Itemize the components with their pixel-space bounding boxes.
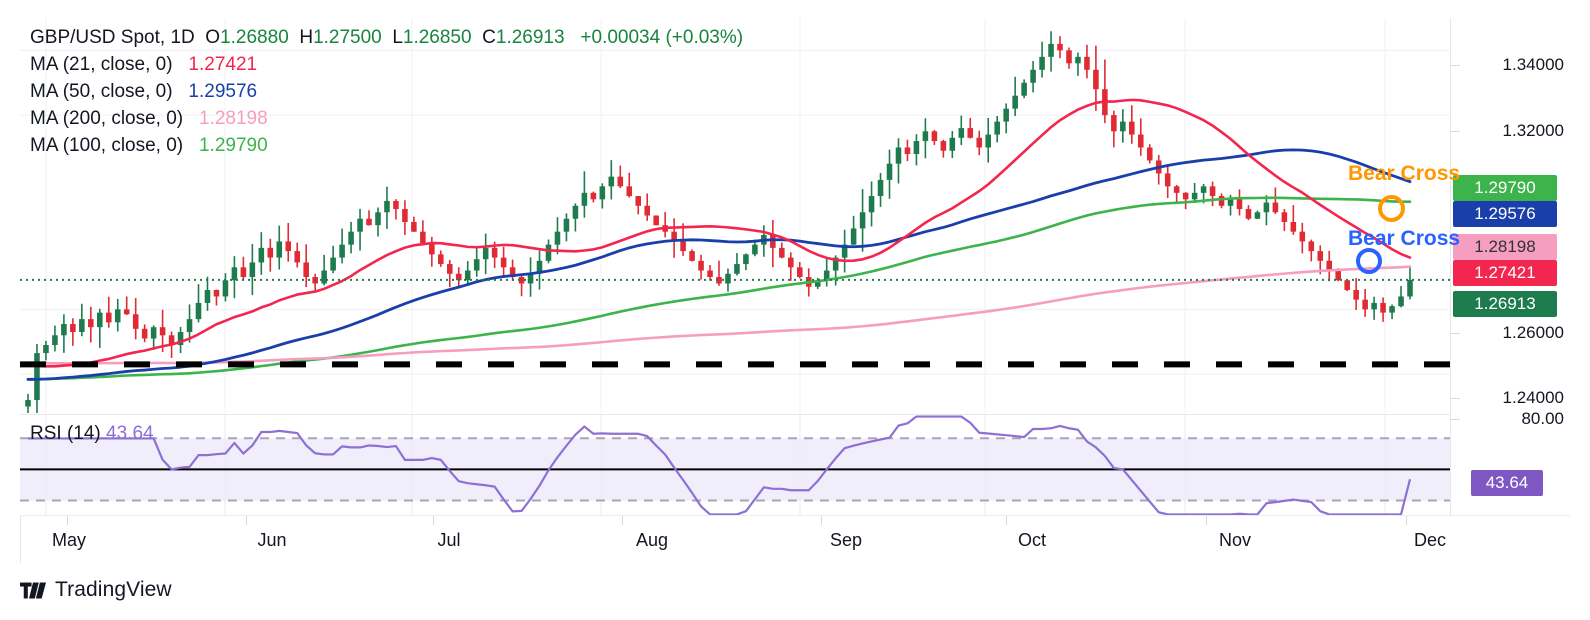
bear-cross-marker-orange bbox=[1378, 195, 1405, 222]
time-axis[interactable]: May Jun Jul Aug Sep Oct Nov Dec bbox=[20, 515, 1570, 563]
ma21-label: MA (21, close, 0) bbox=[30, 54, 173, 75]
price-chart-svg bbox=[20, 18, 1450, 413]
time-tick-2 bbox=[433, 516, 434, 525]
time-label-jul: Jul bbox=[437, 530, 461, 550]
low-label: L bbox=[392, 27, 403, 48]
time-tick-4 bbox=[821, 516, 822, 525]
price-badge-ma100: 1.29790 bbox=[1453, 175, 1557, 201]
price-badge-ma50: 1.29576 bbox=[1453, 201, 1557, 227]
symbol-title[interactable]: GBP/USD Spot, 1D bbox=[30, 27, 195, 48]
rsi-chart-svg bbox=[20, 415, 1450, 516]
time-label-sep: Sep bbox=[829, 530, 863, 550]
high-label: H bbox=[299, 27, 314, 48]
axis-tick-0: 1.34000 bbox=[1502, 55, 1564, 74]
axis-tick-1: 1.32000 bbox=[1502, 121, 1564, 140]
rsi-legend-value: 43.64 bbox=[106, 423, 154, 444]
change-value: +0.00034 (+0.03%) bbox=[580, 27, 744, 48]
bear-cross-label-orange: Bear Cross bbox=[1348, 162, 1461, 185]
time-label-may: May bbox=[51, 530, 87, 550]
price-badge-ma200: 1.28198 bbox=[1453, 234, 1557, 260]
bear-cross-marker-blue bbox=[1356, 248, 1382, 274]
bear-cross-label-blue: Bear Cross bbox=[1348, 227, 1461, 250]
legend-ma50-row[interactable]: MA (50, close, 0) 1.29576 bbox=[30, 78, 743, 105]
time-label-aug: Aug bbox=[635, 530, 669, 550]
price-badge-last: 1.26913 bbox=[1453, 291, 1557, 317]
rsi-legend: RSI (14) 43.64 bbox=[30, 423, 154, 445]
ma50-value: 1.29576 bbox=[188, 81, 258, 102]
axis-tick-2: 1.26000 bbox=[1502, 323, 1564, 342]
legend-ohlc-row[interactable]: GBP/USD Spot, 1D O1.26880 H1.27500 L1.26… bbox=[30, 24, 743, 51]
close-value: 1.26913 bbox=[495, 27, 565, 48]
rsi-value-badge: 43.64 bbox=[1471, 470, 1543, 496]
rsi-legend-label: RSI (14) bbox=[30, 423, 101, 444]
ma100-label: MA (100, close, 0) bbox=[30, 135, 184, 156]
ma200-label: MA (200, close, 0) bbox=[30, 108, 184, 129]
axis-tickline-rsi-80 bbox=[1451, 419, 1460, 420]
axis-tickline-3 bbox=[1451, 398, 1460, 399]
price-chart-pane[interactable] bbox=[20, 18, 1450, 413]
time-label-oct: Oct bbox=[1017, 530, 1047, 550]
time-tick-5 bbox=[1006, 516, 1007, 525]
open-label: O bbox=[205, 27, 221, 48]
axis-tickline-0 bbox=[1451, 65, 1460, 66]
time-tick-6 bbox=[1206, 516, 1207, 525]
legend-ma200-row[interactable]: MA (200, close, 0) 1.28198 bbox=[30, 105, 743, 132]
axis-tickline-1 bbox=[1451, 131, 1460, 132]
time-tick-1 bbox=[246, 516, 247, 525]
legend-ma100-row[interactable]: MA (100, close, 0) 1.29790 bbox=[30, 132, 743, 159]
time-tick-0 bbox=[67, 516, 68, 525]
time-tick-7 bbox=[1406, 516, 1407, 525]
price-axis[interactable]: 1.34000 1.32000 1.26000 1.24000 80.00 1.… bbox=[1450, 18, 1570, 515]
time-tick-3 bbox=[622, 516, 623, 525]
axis-tickline-2 bbox=[1451, 333, 1460, 334]
ma100-value: 1.29790 bbox=[198, 135, 268, 156]
chart-legend: GBP/USD Spot, 1D O1.26880 H1.27500 L1.26… bbox=[30, 24, 743, 159]
ma200-value: 1.28198 bbox=[198, 108, 268, 129]
time-label-dec: Dec bbox=[1413, 530, 1447, 550]
axis-tick-3: 1.24000 bbox=[1502, 388, 1564, 407]
ma50-label: MA (50, close, 0) bbox=[30, 81, 173, 102]
axis-tick-rsi-80: 80.00 bbox=[1521, 409, 1564, 428]
time-label-jun: Jun bbox=[257, 530, 287, 550]
low-value: 1.26850 bbox=[402, 27, 472, 48]
ma21-value: 1.27421 bbox=[188, 54, 258, 75]
tradingview-wordmark: TradingView bbox=[55, 578, 172, 601]
price-badge-ma21: 1.27421 bbox=[1453, 260, 1557, 286]
tradingview-logo-icon bbox=[20, 582, 46, 598]
tradingview-branding[interactable]: TradingView bbox=[20, 578, 172, 602]
time-label-nov: Nov bbox=[1218, 530, 1252, 550]
high-value: 1.27500 bbox=[313, 27, 382, 48]
legend-ma21-row[interactable]: MA (21, close, 0) 1.27421 bbox=[30, 51, 743, 78]
open-value: 1.26880 bbox=[220, 27, 289, 48]
rsi-pane[interactable]: RSI (14) 43.64 bbox=[20, 414, 1450, 516]
close-label: C bbox=[482, 27, 496, 48]
